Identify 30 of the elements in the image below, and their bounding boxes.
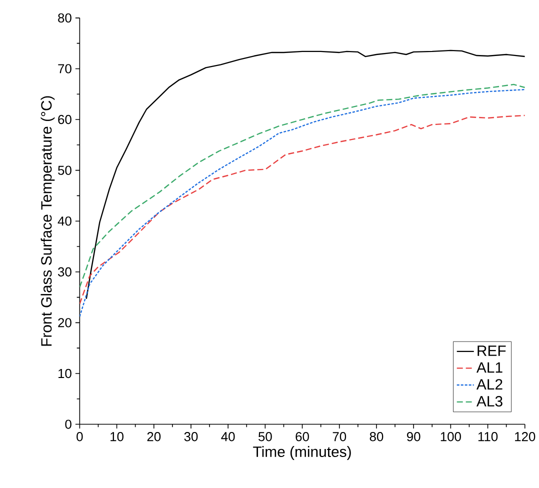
- x-tick-label: 90: [406, 432, 420, 442]
- x-tick-label: 30: [184, 432, 198, 442]
- x-tick-label: 40: [221, 432, 235, 442]
- x-axis-title: Time (minutes): [253, 446, 351, 460]
- x-tick-label: 0: [76, 432, 83, 442]
- y-tick-label: 10: [58, 368, 72, 378]
- y-tick-label: 50: [58, 166, 72, 175]
- legend-label: AL2: [476, 379, 502, 390]
- y-tick-label: 60: [58, 114, 72, 124]
- x-tick-label: 110: [478, 432, 498, 442]
- legend-label: AL1: [476, 362, 502, 373]
- line-series: [86, 50, 525, 300]
- y-tick-label: 20: [58, 318, 72, 328]
- y-tick-label: 70: [58, 64, 72, 74]
- x-tick-label: 20: [147, 432, 161, 442]
- y-tick-label: 0: [65, 420, 72, 429]
- y-tick-label: 80: [58, 13, 72, 23]
- x-tick-label: 60: [296, 432, 309, 442]
- x-tick-label: 120: [515, 432, 536, 442]
- y-axis-title: Front Glass Surface Temperature (°C): [40, 96, 55, 346]
- legend-label: AL3: [476, 396, 502, 407]
- y-tick-label: 40: [58, 216, 72, 226]
- x-tick-label: 50: [258, 432, 272, 442]
- legend-label: REF: [478, 346, 506, 356]
- x-tick-label: 80: [370, 432, 384, 442]
- x-tick-label: 70: [332, 432, 346, 442]
- y-tick-label: 30: [58, 267, 72, 276]
- x-tick-label: 100: [440, 432, 461, 442]
- x-tick-label: 10: [110, 432, 124, 442]
- line-series: [80, 114, 525, 304]
